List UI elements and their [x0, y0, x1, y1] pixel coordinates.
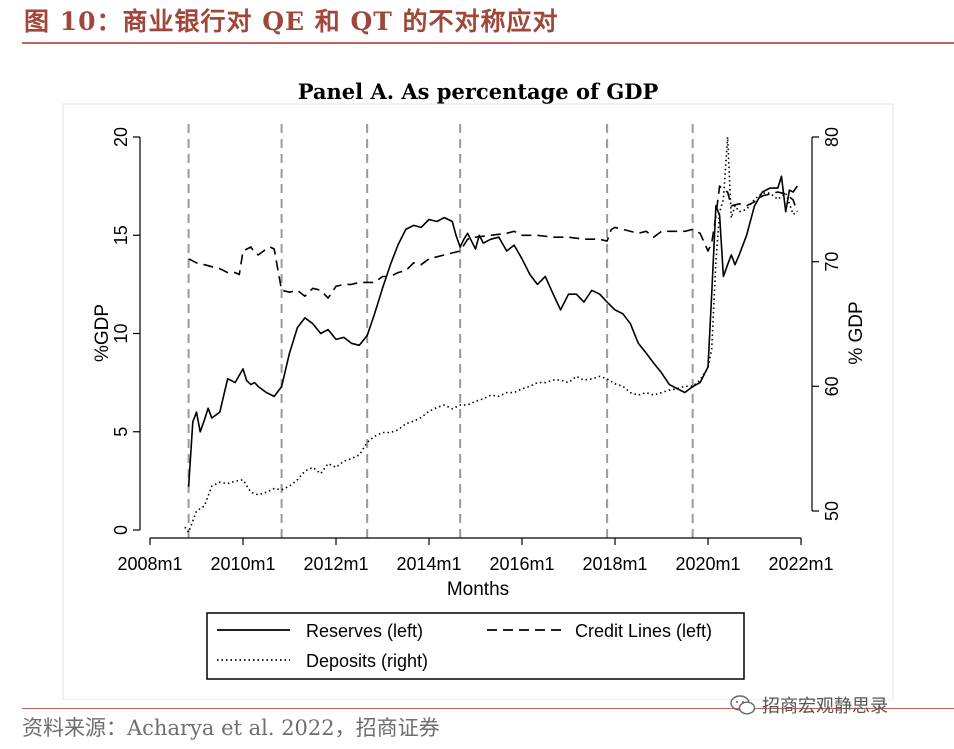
axes: 0 5 10 15 20 50 60 70 80 2008m1 2010m1 2012m1 2014m1…: [111, 127, 842, 574]
x-axis-label: Months: [447, 579, 509, 600]
legend-label-reserves: Reserves (left): [306, 621, 423, 641]
figure-title: 图 10：商业银行对 QE 和 QT 的不对称应对: [24, 7, 559, 36]
x-tick-label: 2010m1: [210, 554, 275, 574]
y-axis-label-right: % GDP: [846, 301, 867, 364]
y-axis-label-left: %GDP: [92, 304, 113, 362]
legend-label-deposits: Deposits (right): [306, 651, 428, 671]
y-left-tick-label: 0: [111, 525, 131, 535]
watermark-text: 招商宏观静思录: [762, 696, 888, 717]
y-right-tick-label: 50: [822, 501, 842, 521]
y-left-tick-label: 5: [111, 427, 131, 437]
y-left-tick-label: 10: [111, 323, 131, 343]
x-tick-label: 2014m1: [396, 554, 461, 574]
x-tick-label: 2020m1: [675, 554, 740, 574]
title-divider: [22, 42, 954, 44]
x-tick-label: 2008m1: [117, 554, 182, 574]
source-note: 资料来源：Acharya et al. 2022，招商证券: [22, 716, 440, 740]
series-line-credit-lines-left: [188, 185, 799, 299]
x-tick-label: 2018m1: [582, 554, 647, 574]
line-chart: Panel A. As percentage of GDP 0 5 10 15 20 50…: [62, 79, 894, 701]
wechat-icon: [730, 695, 756, 715]
series-line-deposits-right: [184, 136, 798, 534]
chart-frame: [62, 103, 894, 701]
series-line-reserves-left: [187, 175, 798, 487]
y-right-tick-label: 60: [822, 376, 842, 396]
chart-title: Panel A. As percentage of GDP: [298, 79, 659, 104]
event-lines: [187, 124, 694, 538]
x-tick-label: 2012m1: [303, 554, 368, 574]
chart-panel: Panel A. As percentage of GDP 0 5 10 15 20 50…: [0, 60, 954, 704]
x-tick-label: 2016m1: [489, 554, 554, 574]
legend-box: [206, 612, 745, 680]
y-left-tick-label: 15: [111, 225, 131, 245]
x-tick-label: 2022m1: [768, 554, 833, 574]
y-left-tick-label: 20: [111, 127, 131, 147]
legend: Reserves (left) Credit Lines (left) Depo…: [206, 612, 745, 680]
y-right-tick-label: 80: [822, 127, 842, 147]
footer-divider: [22, 708, 954, 709]
y-right-tick-label: 70: [822, 252, 842, 272]
series-group: [184, 136, 799, 534]
legend-label-credit-lines: Credit Lines (left): [575, 621, 712, 641]
watermark: 招商宏观静思录: [730, 692, 888, 718]
